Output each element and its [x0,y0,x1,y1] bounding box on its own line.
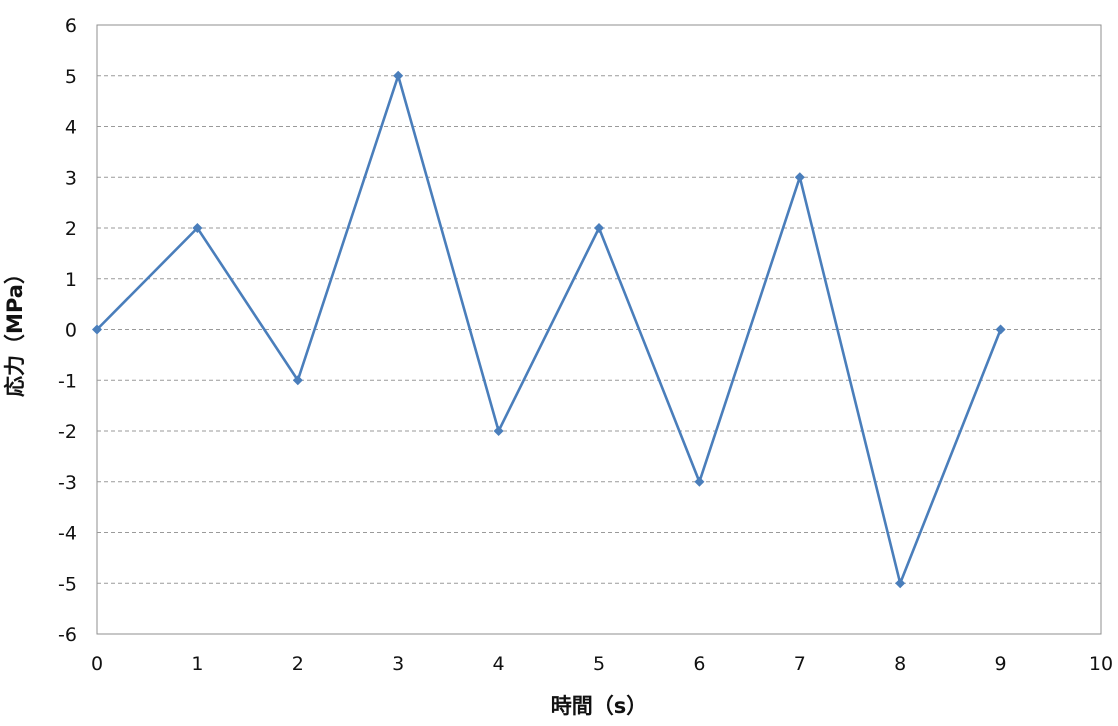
y-tick-label: 3 [65,167,77,189]
y-tick-label: 0 [65,320,77,342]
x-tick-label: 1 [191,653,203,675]
y-tick-label: 4 [65,117,77,139]
y-tick-label: -5 [58,573,77,595]
x-tick-label: 6 [693,653,705,675]
data-point-marker [694,476,705,487]
x-tick-label: 9 [995,653,1007,675]
data-point-marker [895,578,906,589]
series-group [92,70,1006,589]
x-tick-label: 0 [91,653,103,675]
x-axis-title: 時間（s） [551,694,648,718]
x-tick-label: 8 [894,653,906,675]
y-tick-label: 5 [65,66,77,88]
data-point-marker [292,375,303,386]
y-tick-label: -4 [58,523,77,545]
y-axis-ticks: 6 5 4 3 2 1 0 -1 -2 -3 -4 -5 -6 [58,15,77,646]
y-axis-title: 応力（MPa） [3,263,27,397]
gridlines [97,75,1101,584]
x-tick-label: 7 [794,653,806,675]
data-point-marker [594,223,604,233]
y-tick-label: -2 [58,421,77,443]
y-tick-label: -6 [58,624,77,646]
x-tick-label: 4 [493,653,505,675]
x-axis-ticks: 0 1 2 3 4 5 6 7 8 9 10 [91,653,1113,675]
y-tick-label: -1 [58,370,77,392]
y-tick-label: 1 [65,269,77,291]
data-point-marker [794,172,805,183]
x-tick-label: 3 [392,653,404,675]
data-point-marker [92,324,102,335]
x-tick-label: 2 [292,653,304,675]
data-point-marker [393,70,404,81]
series-line [96,71,1002,588]
data-point-marker [192,223,203,233]
x-tick-label: 10 [1089,653,1113,675]
x-tick-label: 5 [593,653,605,675]
data-point-marker [493,426,504,436]
y-tick-label: 6 [65,15,77,37]
y-tick-label: 2 [65,218,77,240]
y-tick-label: -3 [58,472,77,494]
data-point-marker [995,324,1006,335]
